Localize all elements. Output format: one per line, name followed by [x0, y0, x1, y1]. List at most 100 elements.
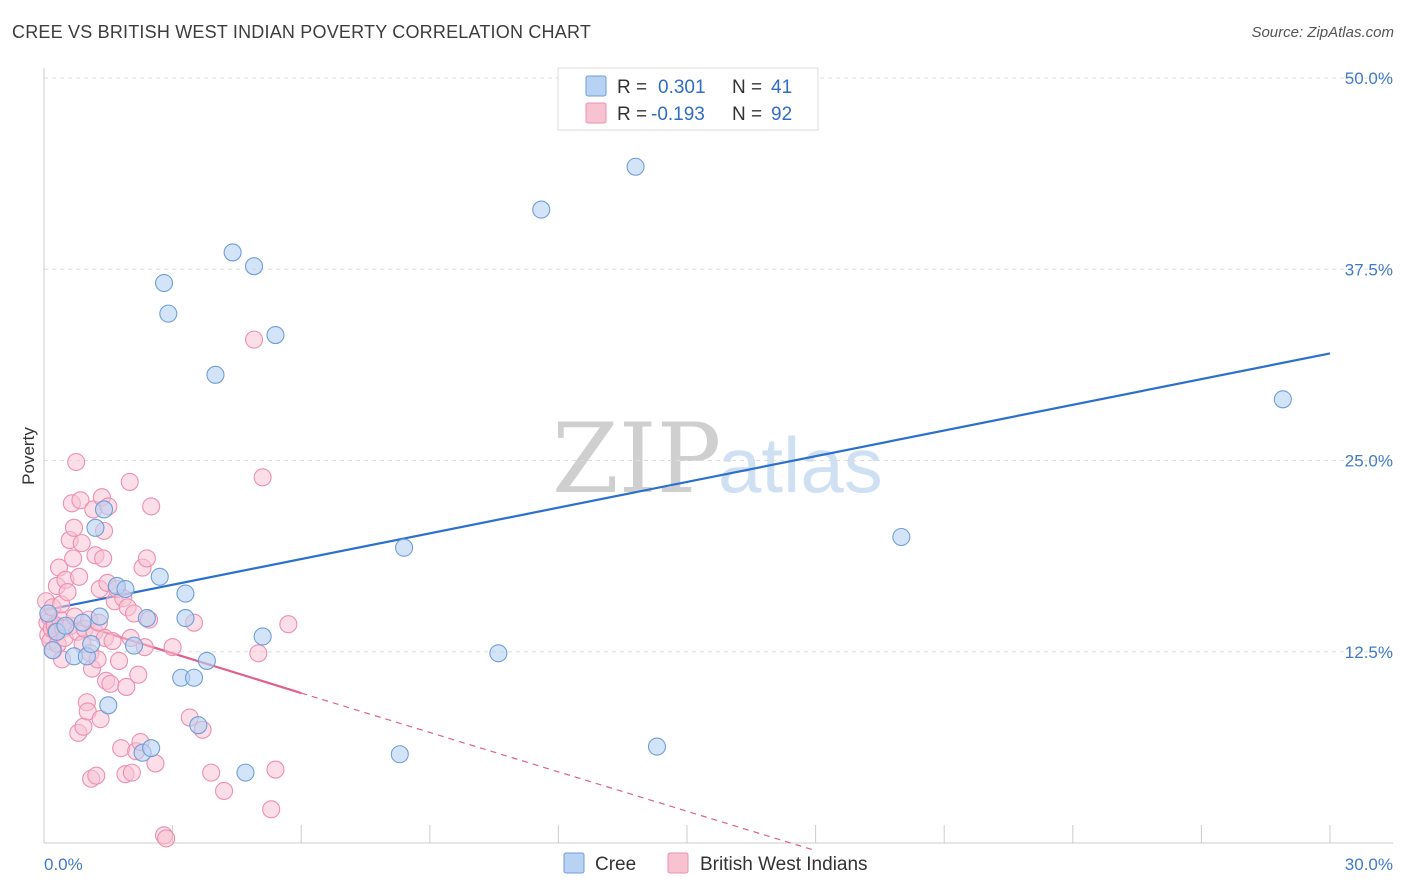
cree-point — [197, 651, 216, 670]
cree-point — [137, 609, 156, 628]
cree-point — [154, 273, 174, 293]
legend-swatch-cree — [585, 75, 607, 97]
bwi-point — [67, 452, 86, 472]
cree-point — [626, 157, 645, 176]
bwi-point — [120, 472, 139, 491]
x-axis-min-label: 0.0% — [44, 855, 83, 874]
cree-point — [223, 243, 242, 262]
cree-point — [43, 641, 62, 660]
legend-r-label-cree: R = — [617, 77, 647, 98]
bwi-point — [129, 665, 148, 684]
x-axis-max-label: 30.0% — [1345, 855, 1393, 874]
y-tick-label: 37.5% — [1345, 260, 1393, 279]
bwi-point — [253, 468, 272, 487]
bwi-point — [101, 674, 120, 693]
bwi-point — [122, 763, 141, 782]
cree-point — [90, 607, 109, 626]
bwi-point — [112, 739, 131, 758]
bwi-point — [157, 829, 176, 848]
legend-n-label-bwi: N = — [732, 104, 762, 125]
cree-point — [647, 737, 667, 756]
cree-point — [244, 257, 264, 276]
y-tick-labels: 12.5% 25.0% 37.5% 50.0% — [1345, 69, 1393, 662]
cree-point — [142, 739, 161, 758]
bwi-point — [279, 615, 298, 634]
cree-point — [206, 365, 225, 384]
legend-swatch-bwi — [585, 102, 607, 124]
bwi-point — [91, 710, 110, 729]
y-tick-label: 12.5% — [1345, 643, 1393, 662]
gridlines — [44, 77, 1393, 653]
cree-point — [39, 604, 58, 623]
cree-point — [150, 567, 169, 586]
chart-title: CREE VS BRITISH WEST INDIAN POVERTY CORR… — [12, 22, 592, 42]
axes — [43, 68, 1393, 844]
legend-r-value-cree: 0.301 — [658, 77, 706, 98]
cree-point — [236, 763, 255, 782]
bottom-legend-swatch-cree — [563, 852, 585, 874]
cree-point — [532, 200, 551, 219]
cree-point — [1273, 390, 1292, 409]
bwi-point — [249, 644, 268, 663]
bwi-point — [142, 497, 161, 516]
correlation-legend: R = 0.301 N = 41 R = -0.193 N = 92 — [557, 67, 819, 131]
bwi-point — [244, 330, 264, 349]
cree-point — [266, 325, 285, 345]
cree-point — [99, 696, 118, 715]
legend-r-value-bwi: -0.193 — [651, 104, 705, 125]
bwi-point — [70, 567, 89, 586]
cree-point — [56, 616, 75, 635]
y-axis-label: Poverty — [19, 427, 38, 485]
bwi-point — [74, 717, 93, 736]
bwi-point — [64, 518, 84, 537]
legend-n-value-cree: 41 — [771, 77, 792, 98]
bwi-point — [137, 549, 156, 568]
legend-n-label-cree: N = — [732, 77, 762, 98]
cree-point — [189, 716, 208, 735]
cree-point — [94, 500, 114, 519]
bwi-point — [94, 549, 113, 568]
bwi-point — [103, 631, 122, 651]
cree-point — [253, 627, 272, 646]
bwi-point — [266, 760, 285, 779]
bwi-point — [202, 763, 221, 782]
bwi-point — [214, 781, 234, 801]
cree-point — [86, 518, 105, 537]
bottom-legend-label-cree: Cree — [595, 854, 636, 875]
y-tick-label: 25.0% — [1345, 452, 1393, 471]
y-tick-label: 50.0% — [1345, 69, 1393, 88]
bwi-point — [58, 583, 77, 602]
series-legend: Cree British West Indians — [563, 852, 868, 875]
cree-point — [176, 609, 195, 628]
bwi-point — [117, 677, 136, 696]
cree-point — [390, 745, 409, 764]
bwi-point — [64, 549, 83, 568]
bwi-trend-extension — [301, 692, 816, 852]
cree-point — [73, 613, 92, 632]
bottom-legend-swatch-bwi — [667, 852, 689, 874]
watermark-zip: ZIP — [552, 403, 721, 515]
cree-point — [184, 668, 204, 687]
cree-point — [82, 635, 101, 654]
cree-point — [116, 579, 135, 599]
cree-point — [124, 636, 144, 655]
bwi-points — [37, 330, 298, 848]
cree-point — [159, 304, 178, 323]
cree-point — [489, 644, 508, 663]
source-label: Source: ZipAtlas.com — [1251, 24, 1394, 41]
cree-trend-line — [43, 352, 1331, 612]
cree-point — [892, 527, 911, 547]
watermark-atlas: atlas — [718, 421, 883, 509]
cree-point — [176, 584, 195, 603]
bwi-point — [163, 638, 182, 657]
bwi-point — [109, 651, 129, 670]
bottom-legend-label-bwi: British West Indians — [700, 854, 868, 875]
legend-r-label-bwi: R = — [617, 104, 647, 125]
bwi-point — [87, 766, 106, 785]
cree-points — [39, 157, 1292, 782]
bwi-point — [72, 534, 91, 553]
cree-point — [395, 538, 414, 557]
bwi-point — [71, 491, 90, 510]
legend-n-value-bwi: 92 — [771, 104, 792, 125]
